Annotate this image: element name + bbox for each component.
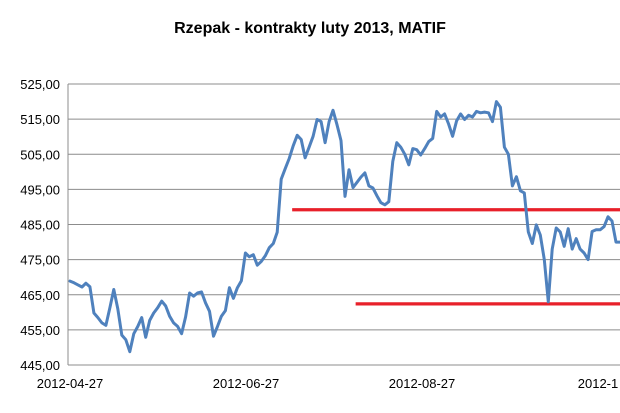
y-tick-label: 495,00 <box>20 182 60 197</box>
x-tick-label: 2012-1 <box>578 376 618 391</box>
x-tick-label: 2012-08-27 <box>389 376 456 391</box>
y-tick-label: 455,00 <box>20 323 60 338</box>
series-line <box>68 100 620 354</box>
y-tick-label: 485,00 <box>20 218 60 233</box>
y-tick-label: 475,00 <box>20 253 60 268</box>
y-tick-label: 525,00 <box>20 77 60 92</box>
y-tick-label: 445,00 <box>20 358 60 373</box>
y-tick-label: 515,00 <box>20 112 60 127</box>
y-tick-label: 465,00 <box>20 288 60 303</box>
y-tick-label: 505,00 <box>20 147 60 162</box>
x-tick-label: 2012-04-27 <box>37 376 104 391</box>
x-tick-label: 2012-06-27 <box>213 376 280 391</box>
chart-title: Rzepak - kontrakty luty 2013, MATIF <box>174 20 446 37</box>
